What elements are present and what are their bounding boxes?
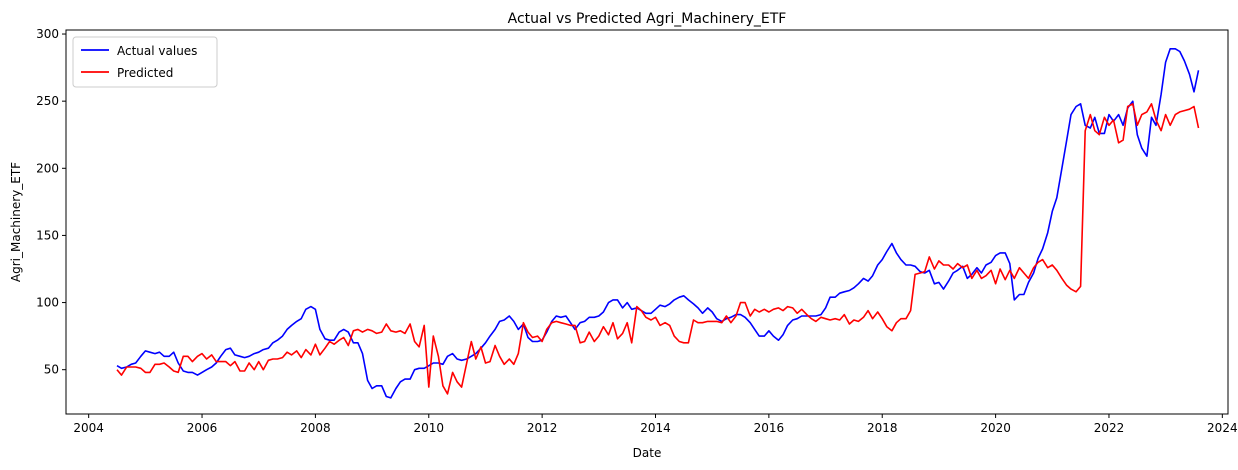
y-axis-label: Agri_Machinery_ETF <box>9 162 23 282</box>
x-tick-label: 2012 <box>527 421 558 435</box>
plot-background <box>66 30 1228 414</box>
x-tick-label: 2014 <box>640 421 671 435</box>
series-layer <box>116 48 1200 399</box>
y-tick-label: 300 <box>36 27 59 41</box>
x-tick-label: 2006 <box>187 421 218 435</box>
actual-values-line <box>116 48 1200 399</box>
legend-label-actual: Actual values <box>117 44 197 58</box>
plot-area <box>66 30 1228 414</box>
legend-label-predicted: Predicted <box>117 66 173 80</box>
x-tick-label: 2010 <box>413 421 444 435</box>
y-tick-label: 100 <box>36 296 59 310</box>
legend: Actual values Predicted <box>72 36 218 88</box>
y-axis: 50 100 150 200 250 300 <box>36 27 66 377</box>
predicted-line <box>116 103 1200 395</box>
y-tick-label: 250 <box>36 94 59 108</box>
x-tick-label: 2008 <box>300 421 331 435</box>
y-tick-label: 200 <box>36 161 59 175</box>
x-tick-label: 2018 <box>867 421 898 435</box>
y-tick-label: 150 <box>36 228 59 242</box>
chart-title: Actual vs Predicted Agri_Machinery_ETF <box>508 11 787 27</box>
x-tick-label: 2024 <box>1207 421 1238 435</box>
x-tick-label: 2016 <box>754 421 785 435</box>
x-tick-label: 2020 <box>980 421 1011 435</box>
x-tick-label: 2004 <box>73 421 104 435</box>
x-tick-label: 2022 <box>1094 421 1125 435</box>
x-axis: 2004 2006 2008 2010 2012 2014 2016 2018 2020 2022… <box>73 414 1238 435</box>
y-tick-label: 50 <box>44 363 59 377</box>
plot-frame <box>65 29 1229 415</box>
x-axis-label: Date <box>633 446 662 460</box>
